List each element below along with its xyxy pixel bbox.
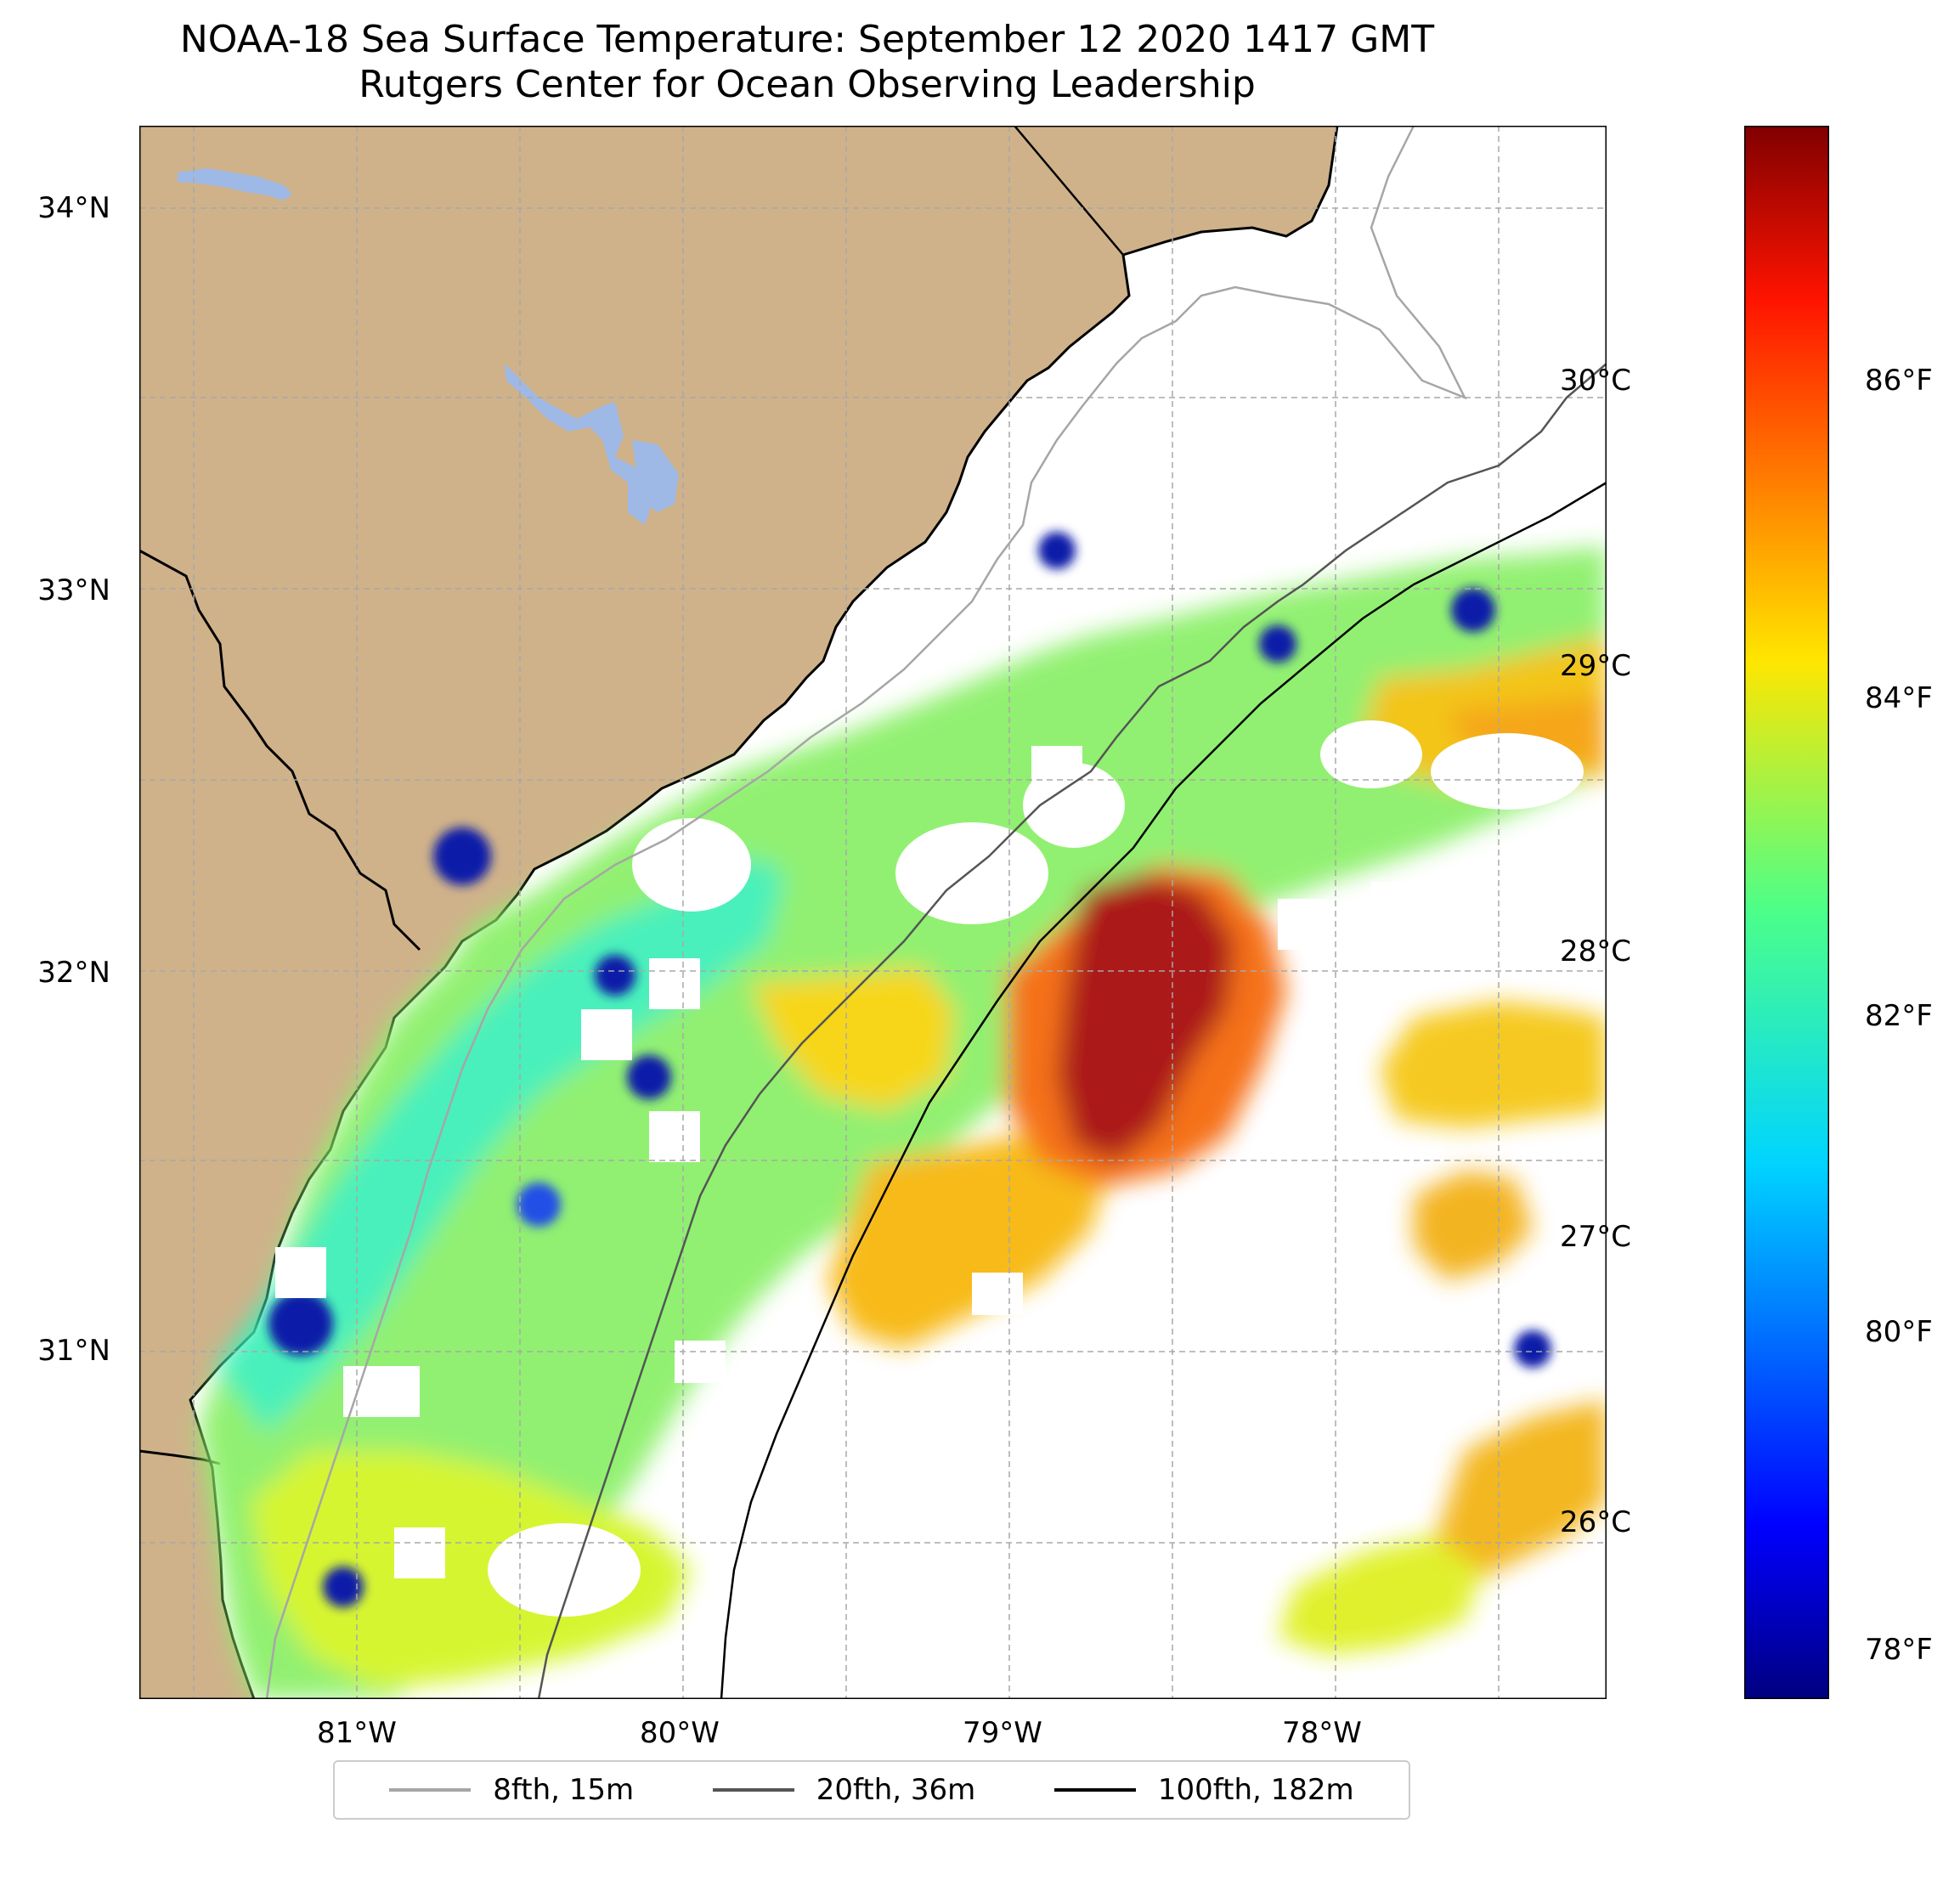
- colorbar-label-78f: 78°F: [1865, 1633, 1933, 1667]
- legend-swatch-100fth: [1053, 1788, 1136, 1792]
- legend-item-8fth: 8fth, 15m: [389, 1773, 634, 1807]
- legend-swatch-8fth: [389, 1788, 472, 1792]
- land: [139, 126, 1607, 1699]
- lat-label-32: 32°N: [37, 956, 110, 990]
- legend-swatch-20fth: [712, 1788, 794, 1792]
- colorbar-label-86f: 86°F: [1865, 364, 1933, 398]
- colorbar-label-82f: 82°F: [1865, 999, 1933, 1033]
- chart-title: NOAA-18 Sea Surface Temperature: Septemb…: [179, 18, 1435, 61]
- lon-label-78: 78°W: [1282, 1716, 1362, 1750]
- sst-map: [139, 126, 1607, 1699]
- colorbar-label-26c: 26°C: [1559, 1505, 1631, 1539]
- isobath-8fth: [265, 126, 1467, 1699]
- lon-label-79: 79°W: [963, 1716, 1042, 1750]
- colorbar-gradient: [1743, 124, 1831, 1701]
- legend-item-100fth: 100fth, 182m: [1053, 1773, 1354, 1807]
- isobath-legend: 8fth, 15m 20fth, 36m 100fth, 182m: [333, 1760, 1410, 1820]
- lat-label-31: 31°N: [37, 1334, 110, 1368]
- lake-murray: [178, 168, 292, 200]
- isobath-20fth: [537, 363, 1607, 1699]
- legend-label-100fth: 100fth, 182m: [1157, 1773, 1354, 1807]
- isobath-100fth: [720, 481, 1607, 1699]
- lon-label-81: 81°W: [317, 1716, 397, 1750]
- legend-label-20fth: 20fth, 36m: [816, 1773, 976, 1807]
- gridlines: [139, 126, 1607, 1699]
- lake-moultrie: [632, 440, 679, 512]
- colorbar-label-84f: 84°F: [1865, 681, 1933, 715]
- lat-label-34: 34°N: [37, 191, 110, 225]
- sst-field: [199, 532, 1607, 1699]
- colorbar-label-29c: 29°C: [1559, 649, 1631, 683]
- lake-marion: [505, 364, 653, 525]
- lat-label-33: 33°N: [37, 573, 110, 607]
- colorbar-label-28c: 28°C: [1559, 934, 1631, 968]
- colorbar-label-27c: 27°C: [1559, 1220, 1631, 1254]
- coastline: [189, 254, 1131, 1699]
- colorbar-label-30c: 30°C: [1559, 364, 1631, 398]
- temperature-colorbar: [1734, 124, 1839, 1701]
- state-boundary-sc-ga: [139, 549, 421, 951]
- legend-item-20fth: 20fth, 36m: [712, 1773, 976, 1807]
- chart-subtitle: Rutgers Center for Ocean Observing Leade…: [359, 63, 1256, 106]
- state-boundary-nc-sc: [1014, 126, 1124, 256]
- lon-label-80: 80°W: [640, 1716, 720, 1750]
- colorbar-label-80f: 80°F: [1865, 1315, 1933, 1349]
- legend-label-8fth: 8fth, 15m: [493, 1773, 635, 1807]
